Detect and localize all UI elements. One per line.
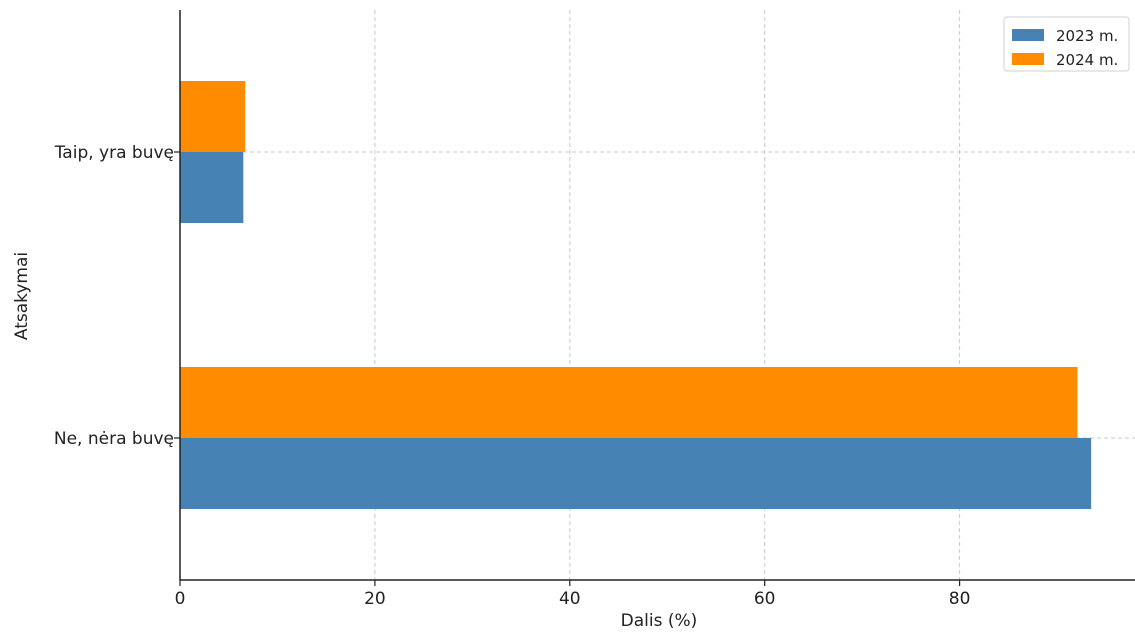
y-axis-title: Atsakymai [12,252,32,340]
y-tick-label: Ne, nėra buvę [54,429,174,449]
x-tick-label: 40 [559,589,581,609]
bars [180,81,1092,509]
legend-label: 2024 m. [1056,51,1118,69]
bar-2023-ne [180,438,1092,509]
legend-swatch [1012,53,1044,65]
y-tick-label: Taip, yra buvę [54,143,174,163]
x-tick-label: 20 [364,589,386,609]
x-tick-label: 0 [175,589,186,609]
tick-labels: 0 20 40 60 80 Ne, nėra buvę Taip, yra buvę [54,143,971,609]
x-axis-title: Dalis (%) [621,611,698,630]
x-tick-label: 80 [949,589,971,609]
bar-2024-taip [180,81,246,152]
legend: 2023 m. 2024 m. [1003,16,1130,72]
x-tick-label: 60 [754,589,776,609]
legend-swatch [1012,29,1044,41]
bar-2024-ne [180,367,1078,438]
axes [174,10,1135,586]
legend-label: 2023 m. [1056,27,1118,45]
bar-2023-taip [180,152,244,223]
